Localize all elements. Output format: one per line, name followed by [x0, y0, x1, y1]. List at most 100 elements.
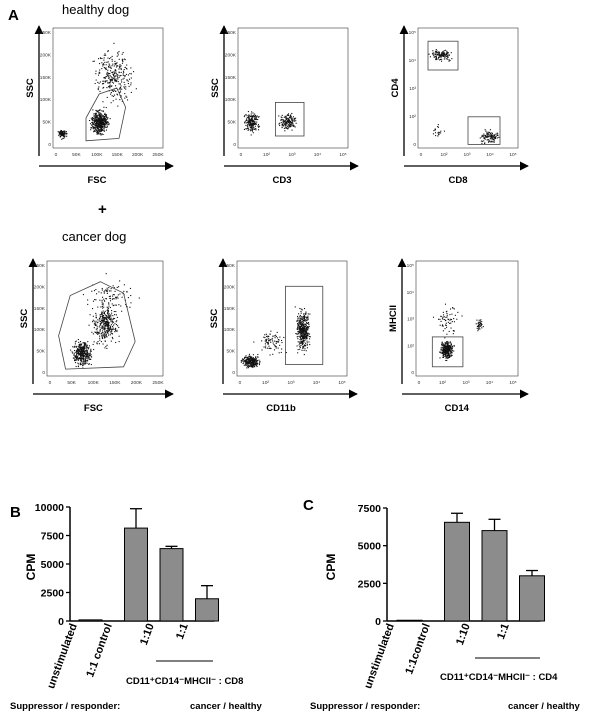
- event-dot: [296, 320, 298, 322]
- event-dot: [447, 352, 449, 355]
- event-dot: [453, 318, 455, 320]
- event-dot: [84, 359, 87, 361]
- event-dot: [298, 313, 300, 315]
- event-dot: [443, 346, 445, 349]
- event-dot: [250, 119, 252, 121]
- event-dot: [118, 51, 120, 53]
- event-dot: [445, 342, 447, 344]
- event-dot: [104, 77, 106, 80]
- event-dot: [109, 78, 111, 80]
- event-dot: [106, 324, 108, 326]
- event-dot: [445, 347, 448, 349]
- event-dot: [91, 121, 94, 123]
- event-dot: [249, 127, 251, 129]
- event-dot: [104, 319, 106, 321]
- event-dot: [248, 120, 250, 122]
- event-dot: [450, 327, 452, 329]
- event-dot: [434, 54, 436, 56]
- plot-frame: [417, 27, 519, 149]
- event-dot: [110, 79, 112, 81]
- event-dot: [432, 316, 435, 318]
- event-dot: [90, 127, 92, 129]
- event-dot: [104, 314, 106, 316]
- event-dot: [119, 293, 121, 295]
- event-dot: [444, 355, 446, 357]
- x-tick-label: 10³: [464, 152, 471, 158]
- event-dot: [109, 325, 111, 327]
- x-tick-label: 0: [240, 152, 243, 158]
- event-dot: [105, 116, 107, 118]
- event-dot: [97, 81, 99, 83]
- event-dot: [126, 99, 129, 101]
- y-tick-label: 200K: [34, 284, 46, 290]
- event-dot: [486, 139, 488, 141]
- event-dot: [284, 116, 287, 118]
- event-dot: [103, 117, 105, 119]
- event-dot: [102, 307, 104, 309]
- event-dot: [290, 117, 292, 119]
- event-dot: [251, 120, 253, 122]
- event-dot: [106, 317, 108, 319]
- event-dot: [102, 63, 105, 65]
- event-dot: [104, 113, 106, 116]
- event-dot: [436, 54, 438, 56]
- event-dot: [252, 361, 254, 363]
- event-dot: [113, 89, 115, 91]
- event-dot: [290, 114, 292, 116]
- event-dot: [97, 319, 99, 321]
- event-dot: [98, 123, 100, 125]
- event-dot: [107, 117, 109, 119]
- event-dot: [120, 79, 123, 81]
- event-dot: [105, 129, 108, 131]
- event-dot: [304, 319, 306, 322]
- event-dot: [436, 57, 438, 59]
- event-dot: [74, 355, 76, 357]
- event-dot: [110, 288, 112, 290]
- event-dot: [452, 333, 454, 335]
- event-dot: [73, 350, 76, 352]
- y-tick-label: 100K: [40, 97, 52, 103]
- event-dot: [482, 135, 484, 137]
- event-dot: [447, 350, 449, 352]
- event-dot: [105, 298, 107, 300]
- event-dot: [248, 119, 250, 121]
- event-dot: [104, 300, 106, 302]
- event-dot: [112, 63, 114, 65]
- event-dot: [91, 117, 94, 119]
- event-dot: [281, 119, 283, 121]
- event-dot: [442, 350, 444, 352]
- event-dot: [97, 111, 99, 113]
- event-dot: [127, 74, 129, 76]
- event-dot: [303, 318, 306, 320]
- event-dot: [442, 54, 444, 56]
- event-dot: [126, 64, 128, 66]
- event-dot: [252, 119, 254, 121]
- event-dot: [253, 127, 255, 129]
- event-dot: [76, 350, 78, 352]
- event-dot: [448, 346, 450, 349]
- event-dot: [301, 327, 303, 329]
- event-dot: [492, 134, 494, 136]
- event-dot: [435, 56, 437, 58]
- event-dot: [107, 76, 109, 78]
- gate: [427, 40, 459, 71]
- event-dot: [245, 359, 247, 361]
- event-dot: [308, 341, 310, 343]
- event-dot: [250, 130, 252, 132]
- event-dot: [101, 320, 103, 322]
- event-dot: [97, 125, 99, 127]
- event-dot: [125, 95, 127, 97]
- event-dot: [441, 352, 443, 354]
- event-dot: [74, 345, 76, 347]
- y-tick-label: 0: [233, 142, 236, 148]
- event-dot: [109, 81, 111, 83]
- event-dot: [447, 349, 449, 351]
- event-dot: [482, 326, 484, 328]
- event-dot: [438, 131, 440, 133]
- event-dot: [288, 119, 290, 121]
- gate: [431, 336, 464, 368]
- event-dot: [257, 118, 259, 121]
- event-dot: [60, 131, 62, 133]
- event-dot: [451, 58, 453, 60]
- event-dot: [282, 119, 284, 121]
